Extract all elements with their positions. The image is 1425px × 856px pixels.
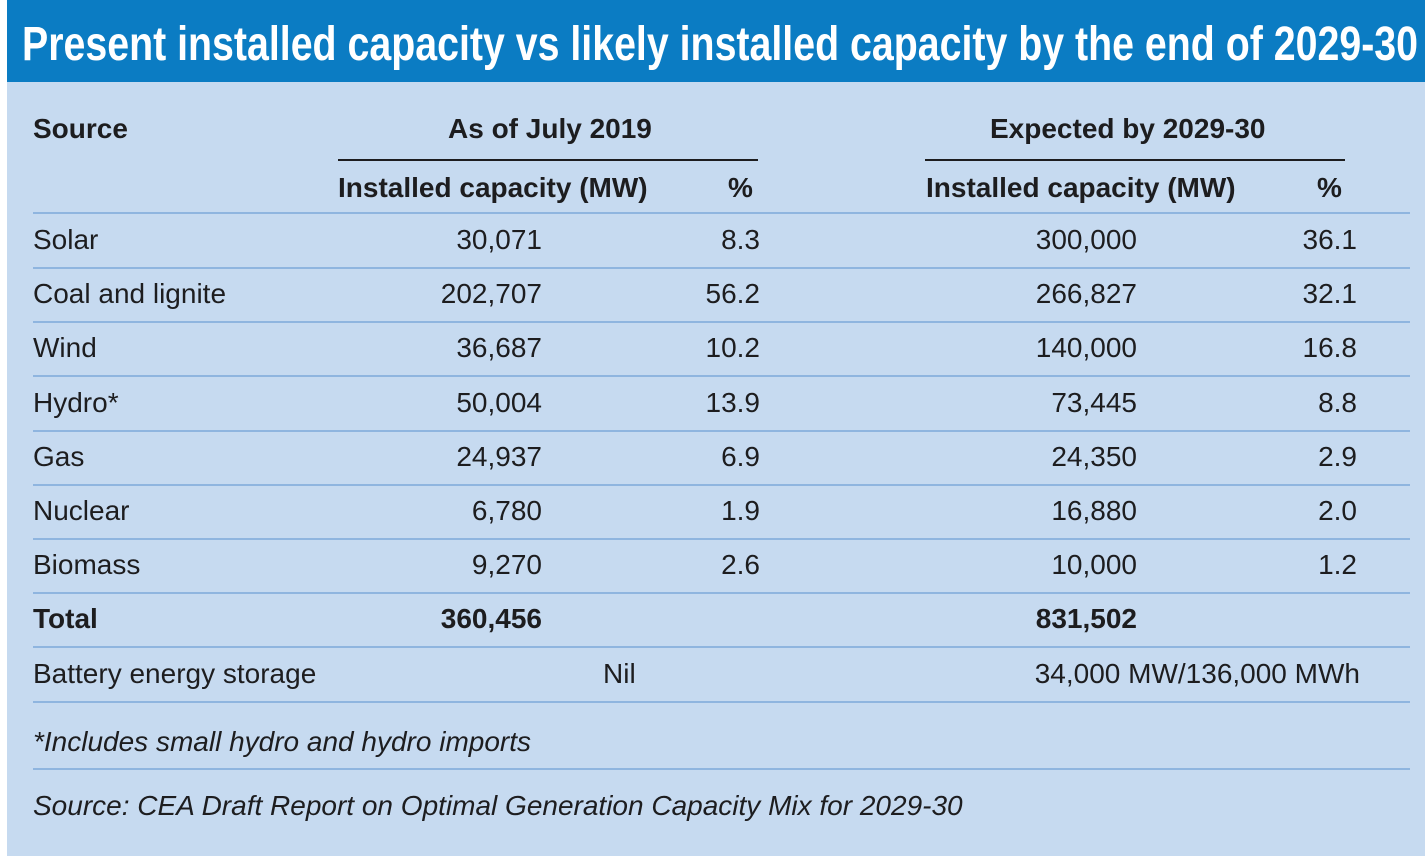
footnote: *Includes small hydro and hydro imports	[33, 726, 532, 757]
total-cap-2019: 360,456	[440, 603, 542, 634]
header-pct-2019: %	[728, 172, 753, 203]
row-pct-2019: 1.9	[721, 495, 760, 526]
table-row: Biomass 9,270 2.6 10,000 1.2	[33, 538, 1410, 594]
header-capacity-2019: Installed capacity (MW)	[338, 172, 648, 203]
row-source: Nuclear	[33, 495, 130, 526]
row-source: Solar	[33, 224, 99, 255]
row-pct-2030: 32.1	[1302, 278, 1358, 309]
battery-2030: 34,000 MW/136,000 MWh	[1034, 658, 1360, 689]
row-cap-2019: 30,071	[456, 224, 542, 255]
battery-label: Battery energy storage	[33, 658, 317, 689]
footnote-divider	[33, 714, 1410, 770]
header-pct-2030: %	[1317, 172, 1342, 203]
total-label: Total	[33, 603, 98, 634]
row-pct-2019: 56.2	[705, 278, 761, 309]
row-pct-2019: 10.2	[705, 332, 761, 363]
table-row: Coal and lignite 202,707 56.2 266,827 32…	[33, 267, 1410, 323]
row-pct-2030: 36.1	[1302, 224, 1358, 255]
row-cap-2030: 24,350	[1051, 441, 1137, 472]
table-panel	[7, 0, 1425, 856]
total-row: Total 360,456 831,502	[33, 592, 1410, 648]
header-group-2030: Expected by 2029-30	[990, 113, 1266, 144]
group-divider-2019	[338, 159, 758, 161]
row-cap-2030: 140,000	[1035, 332, 1137, 363]
total-cap-2030: 831,502	[1035, 603, 1137, 634]
row-pct-2030: 2.0	[1318, 495, 1357, 526]
row-cap-2019: 24,937	[456, 441, 542, 472]
row-source: Biomass	[33, 549, 141, 580]
row-pct-2030: 1.2	[1318, 549, 1357, 580]
table-row: Wind 36,687 10.2 140,000 16.8	[33, 321, 1410, 377]
header-source: Source	[33, 113, 128, 144]
table-row: Solar 30,071 8.3 300,000 36.1	[33, 213, 1410, 269]
group-divider-2030	[925, 159, 1345, 161]
title-svg: Present installed capacity vs likely ins…	[22, 18, 1418, 71]
row-pct-2019: 6.9	[721, 441, 760, 472]
row-cap-2030: 16,880	[1051, 495, 1137, 526]
row-pct-2030: 8.8	[1318, 387, 1357, 418]
row-cap-2019: 202,707	[440, 278, 542, 309]
title-bar: Present installed capacity vs likely ins…	[7, 0, 1425, 82]
row-source: Hydro*	[33, 387, 119, 418]
table-row: Nuclear 6,780 1.9 16,880 2.0	[33, 484, 1410, 540]
row-pct-2019: 8.3	[721, 224, 760, 255]
row-cap-2030: 10,000	[1051, 549, 1137, 580]
row-cap-2019: 36,687	[456, 332, 542, 363]
table-row: Hydro* 50,004 13.9 73,445 8.8	[33, 376, 1410, 432]
row-pct-2030: 2.9	[1318, 441, 1357, 472]
row-cap-2019: 6,780	[471, 495, 542, 526]
row-source: Gas	[33, 441, 85, 472]
table-row: Gas 24,937 6.9 24,350 2.9	[33, 430, 1410, 486]
row-source: Wind	[33, 332, 97, 363]
header-group-2019: As of July 2019	[448, 113, 652, 144]
row-cap-2030: 73,445	[1051, 387, 1137, 418]
row-cap-2030: 266,827	[1035, 278, 1137, 309]
header-capacity-2030: Installed capacity (MW)	[926, 172, 1236, 203]
page-title: Present installed capacity vs likely ins…	[22, 18, 1418, 71]
row-source: Coal and lignite	[33, 278, 227, 309]
source-note: Source: CEA Draft Report on Optimal Gene…	[33, 790, 963, 821]
row-cap-2019: 50,004	[456, 387, 542, 418]
row-pct-2019: 2.6	[721, 549, 760, 580]
row-pct-2019: 13.9	[705, 387, 761, 418]
row-cap-2030: 300,000	[1035, 224, 1137, 255]
battery-2019: Nil	[603, 658, 636, 689]
header-row-divider	[33, 158, 1410, 214]
row-cap-2019: 9,270	[471, 549, 542, 580]
battery-row: Battery energy storage Nil 34,000 MW/136…	[33, 647, 1410, 703]
row-pct-2030: 16.8	[1302, 332, 1358, 363]
